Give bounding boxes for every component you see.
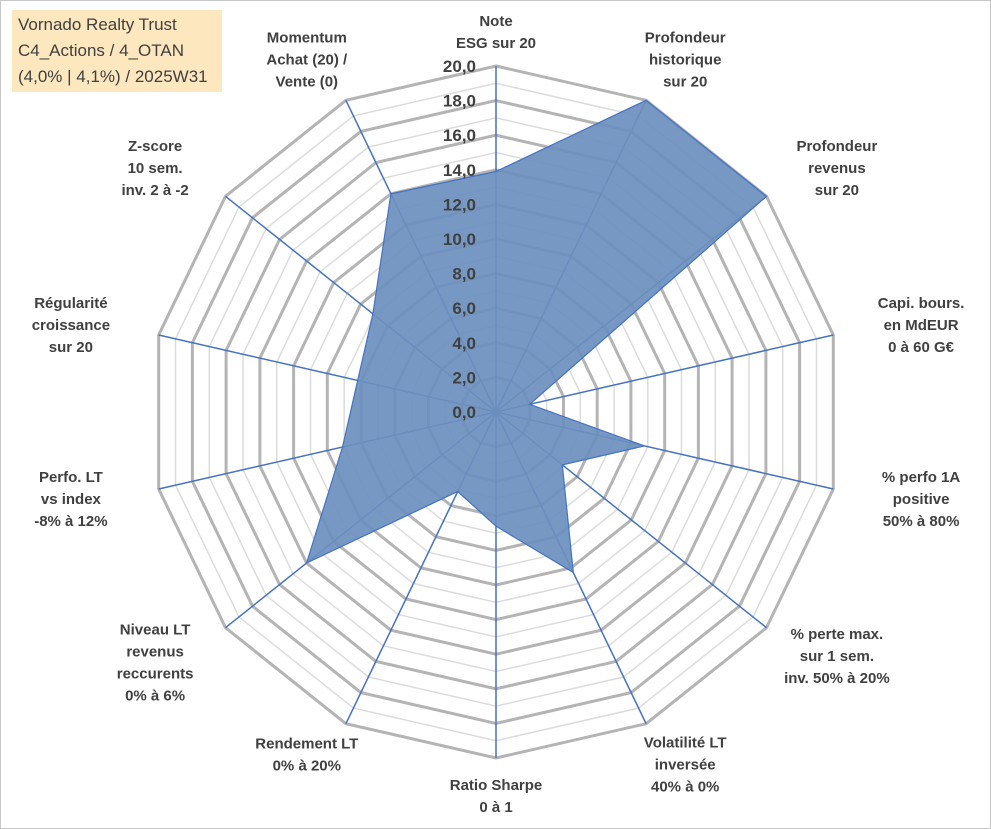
- axis-label-line: 40% à 0%: [651, 778, 719, 795]
- tick-label: 4,0: [452, 334, 476, 353]
- tick-label: 18,0: [443, 92, 476, 111]
- axis-label-line: Achat (20) /: [266, 52, 348, 69]
- info-line-category: C4_Actions / 4_OTAN: [18, 41, 184, 60]
- series-area: [305, 99, 768, 574]
- axis-label-line: Z-score: [128, 138, 182, 155]
- axis-label-line: revenus: [126, 644, 184, 661]
- tick-label: 20,0: [443, 57, 476, 76]
- axis-label-line: 0 à 1: [479, 799, 512, 816]
- axis-label-line: Note: [479, 13, 512, 30]
- axis-label-line: Perfo. LT: [39, 469, 103, 486]
- axis-label-line: sur 20: [815, 182, 859, 199]
- axis-label-line: inv. 50% à 20%: [784, 670, 890, 687]
- axis-label-line: Capi. bours.: [878, 295, 965, 312]
- axis-label-line: Profondeur: [645, 30, 726, 47]
- axis-label-line: historique: [649, 52, 722, 69]
- axis-label-line: sur 1 sem.: [800, 648, 874, 665]
- axis-label-line: revenus: [808, 160, 866, 177]
- tick-label: 8,0: [452, 265, 476, 284]
- axis-label-line: Vente (0): [276, 74, 339, 91]
- info-line-stats: (4,0% | 4,1%) / 2025W31: [18, 67, 208, 86]
- tick-label: 12,0: [443, 195, 476, 214]
- axis-label-line: -8% à 12%: [34, 513, 107, 530]
- axis-label-line: 50% à 80%: [883, 513, 960, 530]
- axis-label-line: Rendement LT: [255, 735, 358, 752]
- axis-label-line: positive: [893, 491, 950, 508]
- axis-label-line: 0% à 6%: [125, 688, 185, 705]
- axis-label-line: en MdEUR: [884, 317, 959, 334]
- chart-info-box: Vornado Realty Trust C4_Actions / 4_OTAN…: [12, 10, 222, 92]
- axis-label-line: sur 20: [663, 74, 707, 91]
- axis-label-line: % perte max.: [791, 626, 884, 643]
- axis-label-line: reccurents: [117, 666, 194, 683]
- data-area: [305, 99, 768, 574]
- axis-label-line: Volatilité LT: [644, 734, 727, 751]
- axis-label-line: ESG sur 20: [456, 35, 536, 52]
- axis-spoke: [495, 334, 834, 413]
- axis-label-line: inversée: [655, 756, 716, 773]
- info-line-company: Vornado Realty Trust: [18, 15, 177, 34]
- tick-label: 0,0: [452, 403, 476, 422]
- axis-label-line: Régularité: [34, 295, 107, 312]
- radial-tick-labels: 0,0 2,0 4,0 6,0 8,0 10,0 12,0 14,0 16,0 18,0 20,0: [443, 57, 476, 422]
- tick-label: 2,0: [452, 368, 476, 387]
- axis-label-line: Ratio Sharpe: [450, 777, 543, 794]
- axis-label-line: sur 20: [49, 339, 93, 356]
- axis-labels: Note ESG sur 20 Profondeur historique sur 20…: [32, 13, 965, 816]
- axis-label-line: % perfo 1A: [882, 469, 961, 486]
- tick-label: 6,0: [452, 299, 476, 318]
- axis-label-line: Momentum: [267, 30, 347, 47]
- axis-label-line: 0% à 20%: [273, 757, 341, 774]
- axis-label-line: 10 sem.: [128, 160, 183, 177]
- axis-label-line: croissance: [32, 317, 110, 334]
- axis-label-line: Profondeur: [796, 138, 877, 155]
- axis-label-line: vs index: [41, 491, 102, 508]
- axis-label-line: Niveau LT: [120, 622, 191, 639]
- tick-label: 14,0: [443, 161, 476, 180]
- axis-label-line: 0 à 60 G€: [888, 339, 955, 356]
- axis-label-line: inv. 2 à -2: [121, 182, 188, 199]
- tick-label: 10,0: [443, 230, 476, 249]
- tick-label: 16,0: [443, 126, 476, 145]
